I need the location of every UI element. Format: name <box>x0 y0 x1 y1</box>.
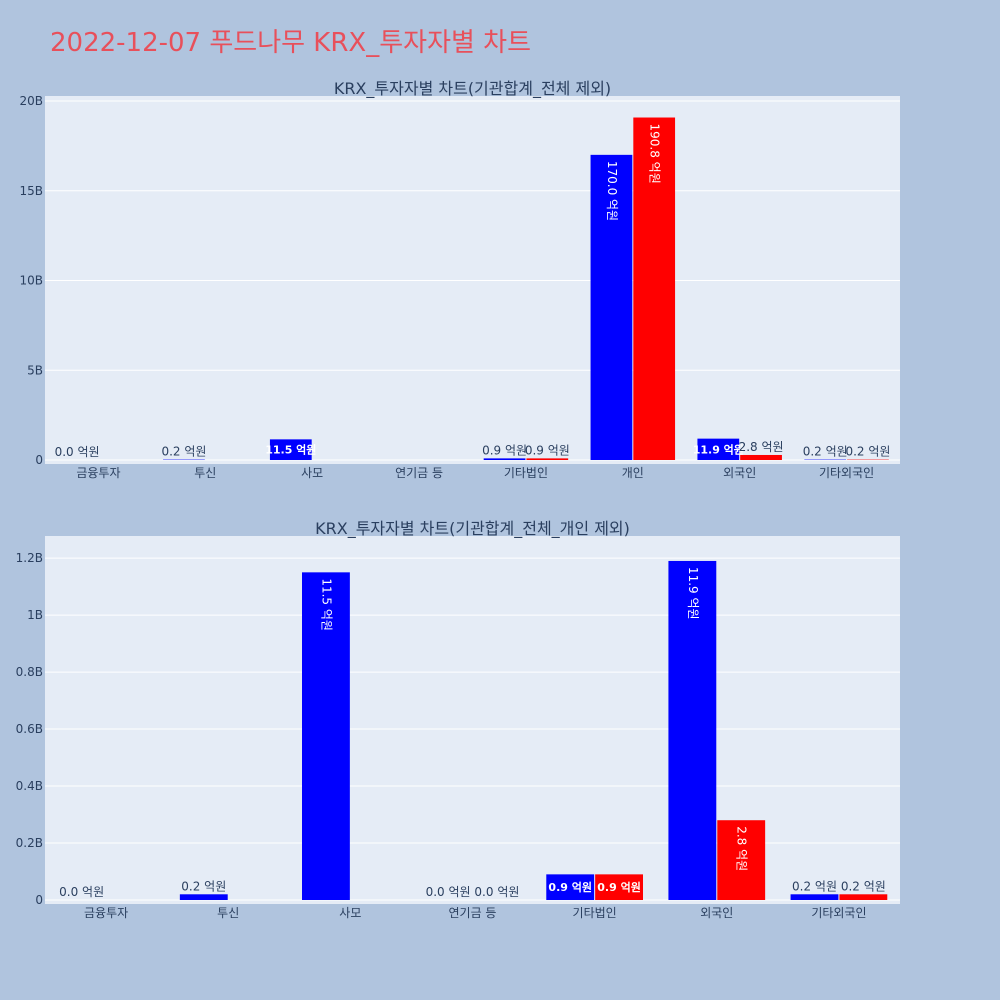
x-tick-label: 연기금 등 <box>395 466 443 480</box>
data-label: 0.0 억원 <box>474 885 519 899</box>
chart-2: 0 0.2B 0.4B 0.6B 0.8B 1B 1.2B KRX_투자자별 차트(기관합계_… <box>16 519 900 920</box>
chart-title: KRX_투자자별 차트(기관합계_전체_개인 제외) <box>315 519 630 539</box>
bar <box>790 894 839 900</box>
data-label: 11.9 억원 <box>686 567 700 620</box>
data-label: 2.8 억원 <box>735 826 749 871</box>
data-label: 0.2 억원 <box>161 445 206 459</box>
bar <box>839 894 888 900</box>
x-tick-label: 연기금 등 <box>449 906 497 920</box>
data-label: 190.8 억원 <box>648 124 662 184</box>
bar <box>546 874 595 900</box>
bar <box>483 458 526 460</box>
bar <box>302 572 350 900</box>
data-label: 0.2 억원 <box>841 879 886 893</box>
x-tick-label: 외국인 <box>723 466 756 480</box>
x-tick-label: 투신 <box>194 466 216 480</box>
x-tick-label: 금융투자 <box>84 906 128 920</box>
data-label: 0.2 억원 <box>181 879 226 893</box>
y-tick-label: 0.4B <box>16 779 43 793</box>
data-label: 0.9 억원 <box>597 880 641 894</box>
y-tick-label: 20B <box>19 94 43 108</box>
y-tick-label: 0.8B <box>16 665 43 679</box>
y-tick-label: 0.2B <box>16 836 43 850</box>
data-label: 0.9 억원 <box>548 880 592 894</box>
page-title: 2022-12-07 푸드나무 KRX_투자자별 차트 <box>50 28 532 58</box>
x-tick-label: 외국인 <box>700 906 733 920</box>
y-tick-label: 0 <box>35 893 43 907</box>
bar <box>717 820 766 900</box>
y-tick-label: 0 <box>35 453 43 467</box>
bar <box>668 560 717 900</box>
x-tick-label: 투신 <box>217 906 239 920</box>
bar <box>179 894 228 900</box>
x-tick-label: 기타법인 <box>504 466 548 480</box>
plot-area <box>45 536 900 904</box>
bar <box>697 438 740 460</box>
x-tick-label: 사모 <box>301 466 323 480</box>
bar <box>633 117 676 460</box>
data-label: 0.0 억원 <box>59 885 104 899</box>
data-label: 0.2 억원 <box>803 445 848 459</box>
chart-1: 0 5B 10B 15B 20B KRX_투자자별 차트(기관합계_전체 제외) 금융투자 0… <box>19 79 900 480</box>
x-tick-label: 기타법인 <box>573 906 617 920</box>
y-tick-label: 15B <box>19 184 43 198</box>
y-tick-label: 0.6B <box>16 722 43 736</box>
data-label: 0.9 억원 <box>482 443 527 457</box>
data-label: 0.2 억원 <box>792 879 837 893</box>
data-label: 0.9 억원 <box>525 443 570 457</box>
bar <box>740 454 782 460</box>
data-label: 11.5 억원 <box>319 578 333 631</box>
bar <box>526 458 569 460</box>
bar <box>590 154 633 460</box>
x-tick-label: 기타외국인 <box>811 906 866 920</box>
data-label: 0.0 억원 <box>426 885 471 899</box>
bar <box>269 439 312 460</box>
x-tick-label: 기타외국인 <box>819 466 874 480</box>
data-label: 2.8 억원 <box>739 440 784 454</box>
y-tick-label: 5B <box>27 363 43 377</box>
chart-title: KRX_투자자별 차트(기관합계_전체 제외) <box>334 79 611 99</box>
y-tick-label: 1.2B <box>16 551 43 565</box>
data-label: 0.0 억원 <box>55 445 100 459</box>
data-label: 11.9 억원 <box>693 442 744 456</box>
x-tick-label: 개인 <box>622 466 644 480</box>
bar <box>595 874 643 900</box>
data-label: 11.5 억원 <box>265 443 316 457</box>
x-tick-label: 사모 <box>339 906 361 920</box>
y-tick-label: 10B <box>19 274 43 288</box>
y-tick-label: 1B <box>27 608 43 622</box>
data-label: 170.0 억원 <box>605 161 619 221</box>
data-label: 0.2 억원 <box>845 445 890 459</box>
x-tick-label: 금융투자 <box>76 466 120 480</box>
